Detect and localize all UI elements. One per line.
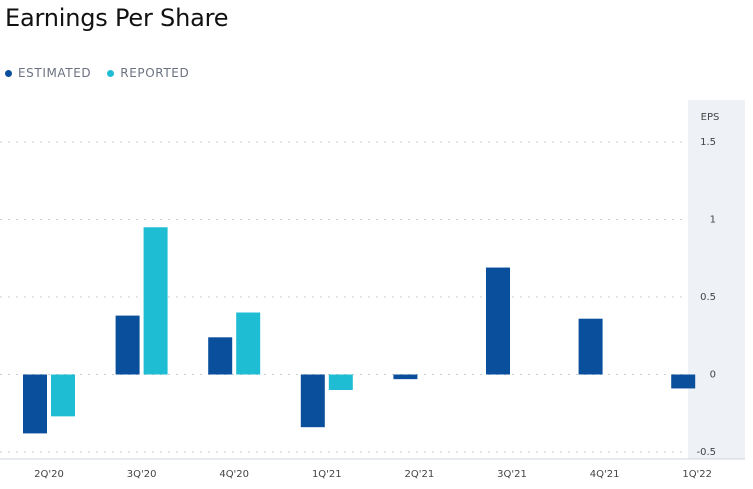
legend-item-estimated[interactable]: ESTIMATED (5, 66, 91, 80)
bar-reported-4Q'20[interactable] (236, 312, 261, 375)
x-tick-labels: 2Q'20 3Q'20 4Q'20 1Q'21 2Q'21 3Q'21 4Q'21 1Q'22 (34, 469, 712, 480)
bar-estimated-4Q'21[interactable] (578, 318, 603, 375)
y-tick-label: 1.5 (700, 137, 716, 148)
y-axis-label: EPS (701, 112, 720, 123)
x-tick-label: 3Q'21 (497, 469, 527, 480)
x-tick-label: 4Q'20 (219, 469, 249, 480)
legend-label-reported: REPORTED (120, 66, 190, 80)
legend-dot-reported (107, 69, 115, 77)
x-tick-label: 4Q'21 (590, 469, 620, 480)
legend-dot-estimated (5, 69, 12, 77)
bar-reported-1Q'21[interactable] (328, 374, 353, 391)
legend-item-reported[interactable]: REPORTED (107, 66, 189, 80)
y-tick-label: 0.5 (700, 292, 716, 303)
x-tick-label: 2Q'20 (34, 469, 64, 480)
x-tick-label: 1Q'21 (312, 469, 342, 480)
bars-group (23, 227, 696, 434)
y-tick-label: 1 (710, 215, 716, 226)
bar-estimated-3Q'21[interactable] (486, 267, 510, 375)
bar-reported-3Q'20[interactable] (143, 227, 168, 375)
y-tick-labels: 1.5 1 0.5 0 -0.5 (696, 137, 716, 458)
bar-estimated-2Q'21[interactable] (393, 374, 418, 380)
legend: ESTIMATED REPORTED (5, 66, 205, 80)
chart-title: Earnings Per Share (5, 4, 229, 32)
y-tick-label: 0 (710, 370, 716, 381)
bar-estimated-2Q'20[interactable] (23, 374, 47, 434)
bar-estimated-1Q'22[interactable] (671, 374, 696, 389)
x-tick-label: 3Q'20 (127, 469, 157, 480)
bar-estimated-1Q'21[interactable] (300, 374, 325, 428)
bar-estimated-3Q'20[interactable] (115, 315, 140, 375)
y-tick-label: -0.5 (696, 447, 716, 458)
legend-label-estimated: ESTIMATED (18, 66, 92, 80)
bar-estimated-4Q'20[interactable] (208, 337, 233, 375)
x-tick-label: 2Q'21 (405, 469, 435, 480)
x-tick-label: 1Q'22 (682, 469, 712, 480)
bar-reported-2Q'20[interactable] (51, 374, 75, 417)
gridlines (0, 141, 688, 453)
y-axis-panel (688, 100, 745, 459)
